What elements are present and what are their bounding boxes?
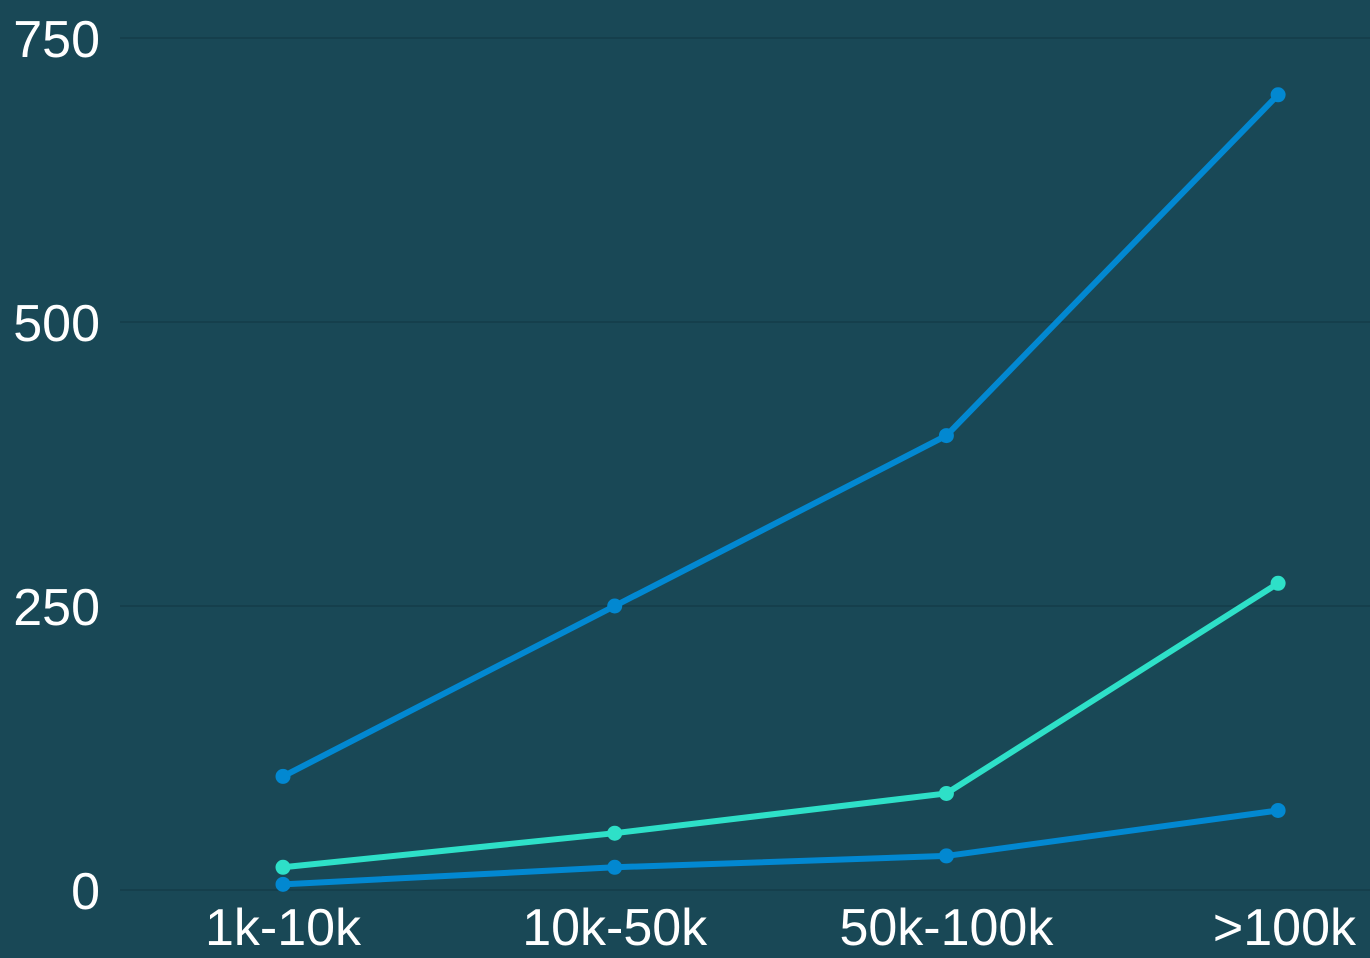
- data-point: [938, 848, 954, 864]
- series-line-2: [280, 580, 1282, 871]
- data-point: [1270, 802, 1286, 818]
- x-tick-label: >100k: [1213, 899, 1357, 953]
- series-line-3: [280, 807, 1282, 888]
- data-point: [607, 598, 623, 614]
- y-tick-label: 750: [13, 11, 100, 69]
- data-point: [275, 876, 291, 892]
- series-line-1: [280, 91, 1282, 780]
- data-point: [607, 859, 623, 875]
- y-axis: 0 250 500 750: [13, 11, 100, 921]
- y-tick-label: 250: [13, 579, 100, 637]
- x-tick-label: 10k-50k: [522, 899, 708, 953]
- data-point: [938, 785, 954, 801]
- gridlines: [120, 37, 1370, 891]
- data-point: [275, 768, 291, 784]
- x-tick-label: 50k-100k: [839, 899, 1054, 953]
- y-tick-label: 500: [13, 295, 100, 353]
- series-lines: [275, 87, 1286, 892]
- data-point: [1270, 575, 1286, 591]
- y-tick-label: 0: [71, 863, 100, 921]
- data-point: [938, 428, 954, 444]
- x-tick-label: 1k-10k: [205, 899, 362, 953]
- data-point: [275, 859, 291, 875]
- data-point: [1270, 87, 1286, 103]
- x-axis: 1k-10k 10k-50k 50k-100k >100k: [205, 899, 1357, 957]
- data-point: [607, 825, 623, 841]
